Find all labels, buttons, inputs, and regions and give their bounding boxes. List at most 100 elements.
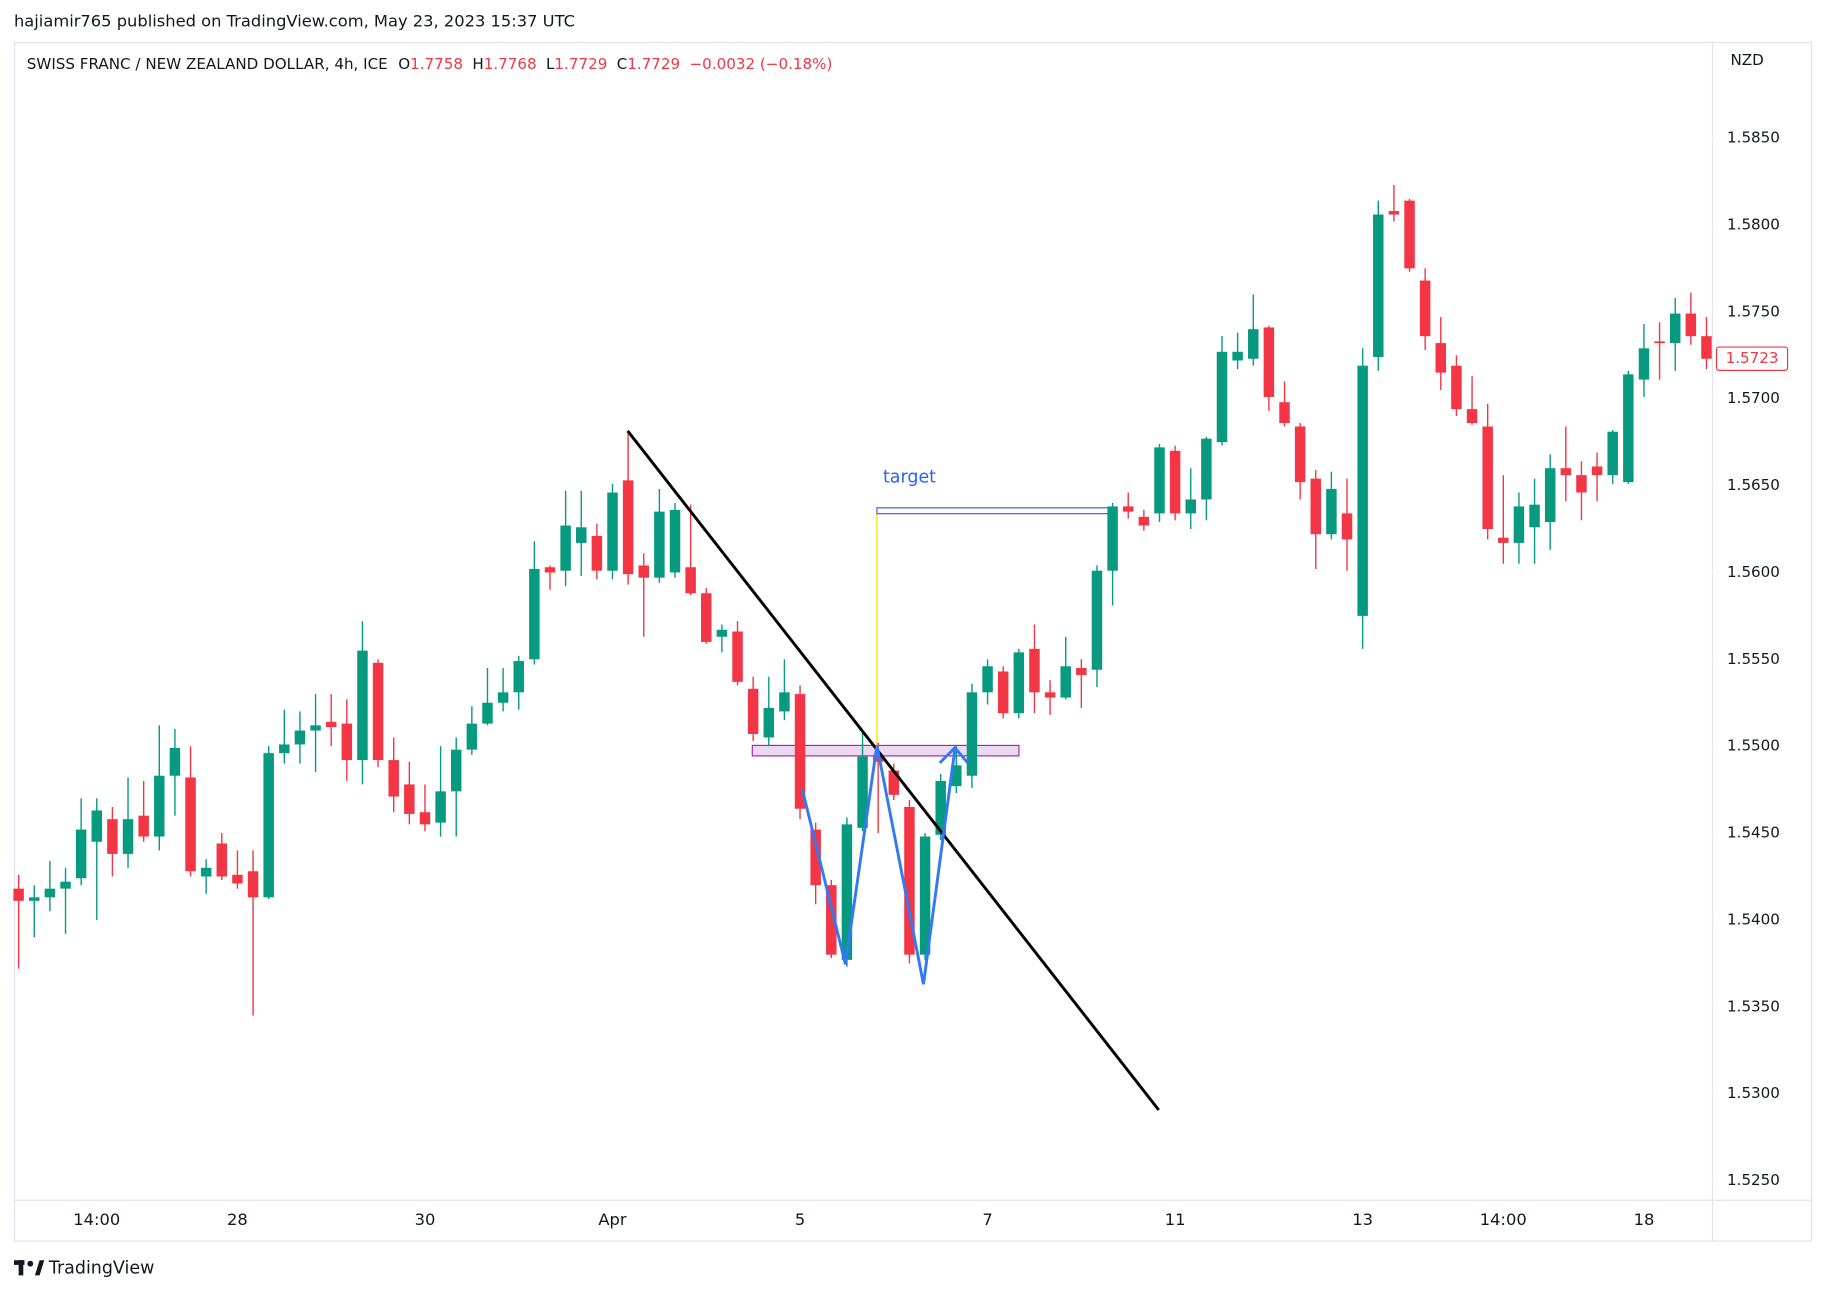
candle-body	[122, 819, 134, 854]
candle-body	[1201, 438, 1212, 500]
candle-body	[1029, 648, 1040, 693]
candle-body	[1513, 506, 1525, 543]
candle-body	[779, 692, 790, 712]
candle-body	[1560, 468, 1572, 476]
x-tick-label: 7	[982, 1210, 992, 1229]
candle-body	[200, 867, 212, 877]
candle-body	[185, 777, 196, 872]
candle-body	[701, 593, 712, 642]
legend-label: L	[546, 55, 555, 73]
candle-body	[1169, 450, 1181, 514]
candle-body	[966, 692, 978, 776]
currency-label: NZD	[1731, 51, 1764, 69]
candle-body	[1373, 214, 1384, 357]
legend-change: −0.0032 (−0.18%)	[689, 55, 832, 73]
candle-body	[638, 565, 649, 578]
candle-body	[247, 871, 259, 898]
y-tick-label: 1.5600	[1727, 563, 1780, 581]
arrow-head	[938, 745, 969, 764]
candle-body	[1669, 313, 1681, 344]
y-tick-label: 1.5450	[1727, 824, 1780, 842]
x-tick-label: 14:00	[1480, 1210, 1527, 1229]
candle-body	[591, 535, 603, 571]
trend-line	[626, 430, 1160, 1111]
candle-body	[1466, 409, 1478, 424]
candle-body	[138, 815, 149, 837]
candle-body	[544, 567, 556, 573]
candle-body	[1216, 351, 1228, 443]
y-tick-label: 1.5500	[1727, 737, 1780, 755]
y-tick-label: 1.5800	[1727, 215, 1780, 233]
candle-body	[1185, 499, 1196, 514]
candle-body	[935, 780, 946, 835]
candle-body	[1685, 313, 1697, 337]
candle-body	[1451, 365, 1462, 410]
candle-body	[1357, 365, 1368, 616]
candle-body	[654, 511, 665, 578]
background-drawings	[751, 507, 1113, 757]
candle-body	[763, 707, 775, 738]
candle-body	[1044, 692, 1056, 698]
candle-body	[91, 810, 103, 842]
chart-frame	[13, 41, 1813, 1242]
legend-label: C	[617, 55, 628, 73]
x-tick-label: 13	[1352, 1210, 1373, 1229]
candle-body	[1544, 468, 1556, 523]
candle-body	[1013, 652, 1025, 714]
y-tick-label: 1.5350	[1727, 997, 1780, 1015]
candle-body	[919, 836, 931, 955]
candle-body	[1076, 668, 1087, 675]
last-price-box	[1715, 346, 1789, 371]
legend: SWISS FRANC / NEW ZEALAND DOLLAR, 4h, IC…	[27, 55, 833, 73]
candle-body	[466, 723, 478, 750]
candle-body	[216, 843, 228, 877]
legend-value: 1.7729	[627, 55, 680, 73]
x-tick-label: 28	[227, 1210, 248, 1229]
candle-body	[1326, 489, 1337, 535]
candle-body	[404, 784, 415, 814]
candle-body	[1498, 537, 1509, 543]
overlay-drawings: target	[626, 430, 1160, 1111]
target-annotation: target	[883, 468, 936, 488]
candle-body	[841, 824, 853, 960]
candle-body	[482, 702, 493, 724]
candle-body	[513, 661, 524, 693]
candle-body	[1154, 447, 1165, 514]
candle-body	[263, 753, 274, 898]
candle-body	[279, 744, 290, 754]
candle-body	[388, 760, 399, 797]
candle-body	[826, 885, 837, 955]
legend-value: 1.7768	[484, 55, 537, 73]
candle-body	[810, 829, 821, 886]
y-tick-label: 1.5250	[1727, 1171, 1780, 1189]
candle-body	[794, 694, 806, 809]
candle-body	[1482, 426, 1493, 530]
legend-value: 1.7729	[554, 55, 607, 73]
publisher-header: hajiamir765 published on TradingView.com…	[14, 12, 575, 31]
x-tick-label: 5	[795, 1210, 805, 1229]
resistance-zone	[751, 744, 1020, 757]
candle-body	[1388, 211, 1400, 215]
candle-body	[107, 819, 118, 854]
x-tick-label: 30	[415, 1210, 436, 1229]
candle-body	[1122, 506, 1134, 512]
candle-body	[154, 775, 165, 837]
candle-body	[529, 568, 540, 660]
candle-body	[904, 806, 915, 955]
footer-brand: TradingView	[48, 1258, 154, 1278]
y-tick-label: 1.5550	[1727, 650, 1780, 668]
candle-body	[435, 791, 446, 823]
candle-body	[607, 492, 618, 571]
candle-body	[1419, 280, 1431, 337]
candle-body	[1654, 341, 1665, 344]
candles	[13, 184, 1712, 1016]
candle-body	[1138, 516, 1150, 526]
candle-body	[685, 567, 696, 594]
candle-body	[1107, 506, 1118, 571]
candle-body	[560, 525, 571, 571]
x-tick-label: 18	[1634, 1210, 1655, 1229]
candle-body	[372, 662, 384, 761]
